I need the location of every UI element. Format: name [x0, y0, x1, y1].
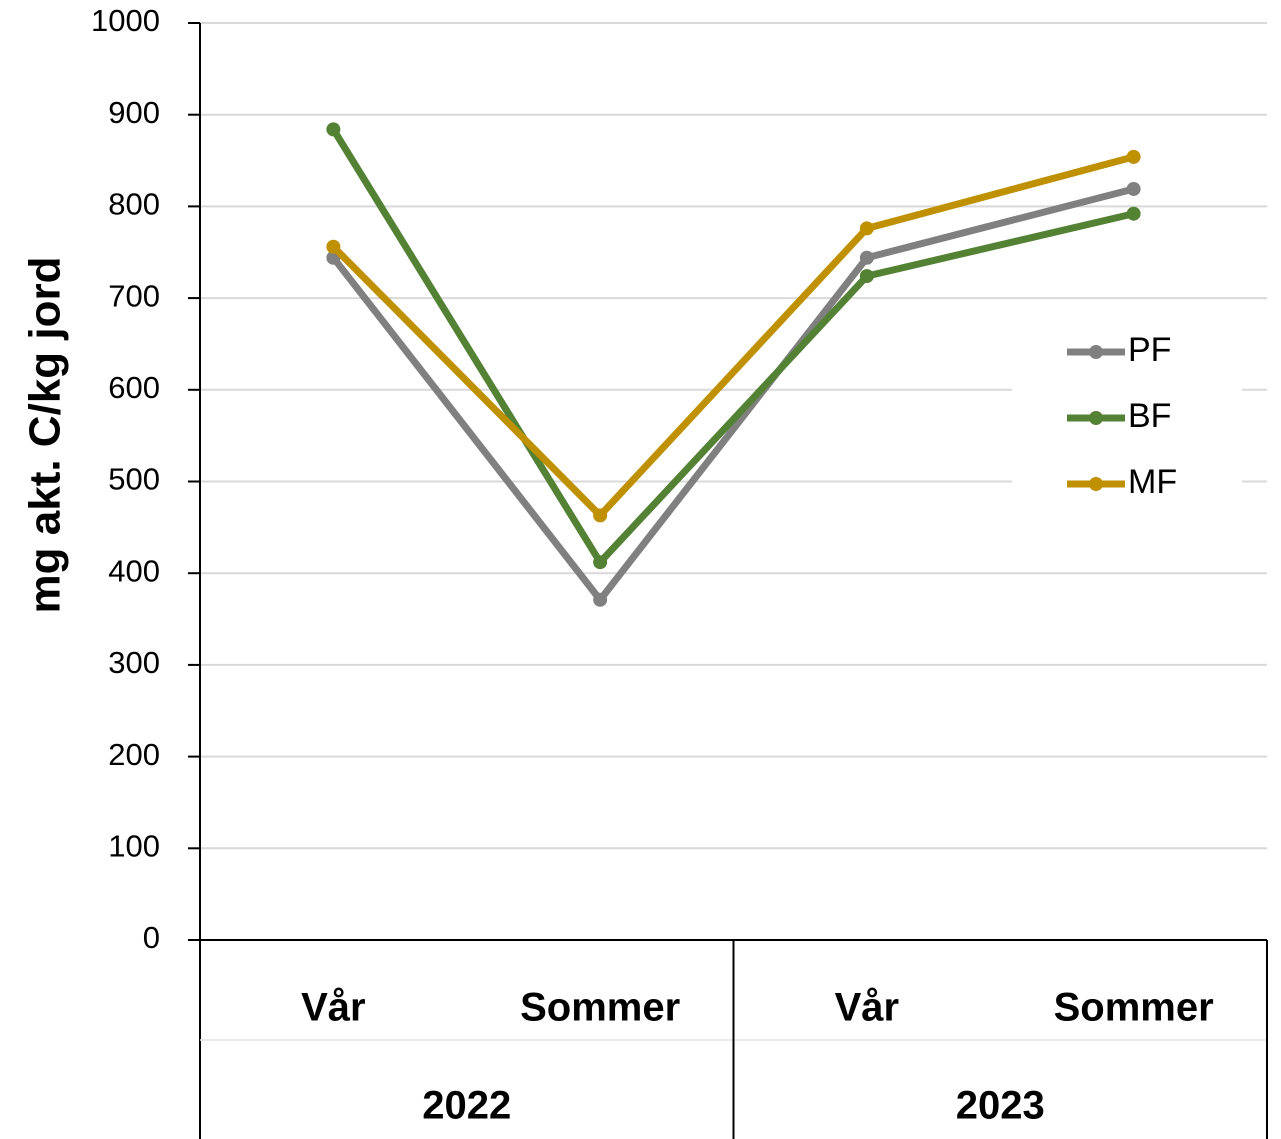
series-line — [330, 127, 1135, 566]
y-axis-label: mg akt. C/kg jord — [21, 257, 70, 614]
data-point — [326, 122, 341, 137]
legend-marker — [1089, 477, 1103, 491]
x-tick-label: Sommer — [520, 986, 680, 1030]
series-line — [330, 153, 1135, 519]
legend-box — [1012, 318, 1242, 518]
data-point — [1126, 149, 1141, 164]
legend-label: PF — [1128, 331, 1171, 369]
y-tick-label: 500 — [108, 462, 160, 497]
y-tick-label: 300 — [108, 645, 160, 680]
y-tick-label: 200 — [108, 737, 160, 772]
group-label: 2022 — [422, 1084, 511, 1128]
y-tick-label: 900 — [108, 95, 160, 130]
y-tick-label: 0 — [143, 920, 160, 955]
group-label: 2023 — [956, 1084, 1045, 1128]
data-point — [593, 592, 608, 607]
legend-marker — [1089, 411, 1103, 425]
legend-label: MF — [1128, 463, 1177, 501]
data-point — [326, 239, 341, 254]
y-tick-label: 800 — [108, 187, 160, 222]
x-tick-label: Sommer — [1054, 986, 1214, 1030]
data-point — [859, 221, 874, 236]
legend-marker — [1089, 345, 1103, 359]
y-tick-label: 700 — [108, 278, 160, 313]
data-point — [593, 508, 608, 523]
y-tick-label: 1000 — [91, 3, 160, 38]
y-tick-label: 600 — [108, 370, 160, 405]
x-tick-label: Vår — [301, 986, 366, 1030]
y-tick-label: 400 — [108, 553, 160, 588]
y-tick-label: 100 — [108, 828, 160, 863]
data-point — [1126, 181, 1141, 196]
data-point — [593, 555, 608, 570]
legend-label: BF — [1128, 397, 1171, 435]
data-point — [859, 250, 874, 265]
x-tick-label: Vår — [835, 986, 900, 1030]
data-point — [1126, 206, 1141, 221]
series-line — [330, 185, 1135, 604]
data-point — [859, 269, 874, 284]
